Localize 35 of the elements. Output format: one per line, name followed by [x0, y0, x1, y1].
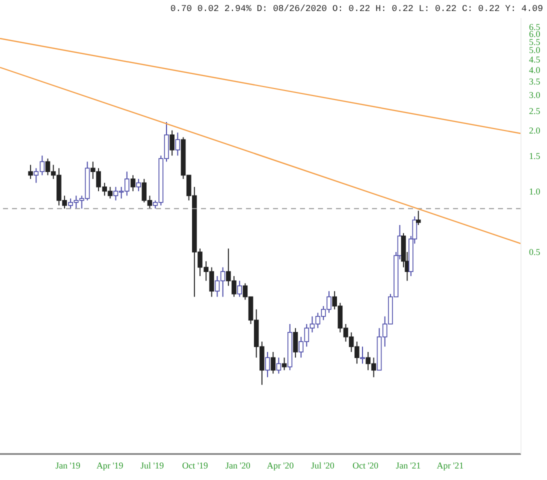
candlestick — [282, 357, 287, 371]
candlestick — [175, 132, 180, 156]
x-tick-label: Jan '21 — [396, 460, 421, 470]
y-tick-label: 3.5 — [529, 76, 541, 86]
y-tick-label: 3.0 — [529, 90, 541, 100]
chart-title: 0.70 0.02 2.94% D: 08/26/2020 O: 0.22 H: 0.22 L: 0.22 C: 0.22 Y: 4.09 — [170, 4, 543, 14]
x-tick-label: Jan '20 — [225, 460, 251, 470]
y-tick-label: 5.0 — [529, 45, 541, 56]
candlestick — [170, 130, 174, 156]
x-tick-label: Jul '19 — [140, 460, 164, 470]
x-tick-label: Apr '19 — [96, 460, 124, 470]
y-tick-label: 2.0 — [529, 126, 541, 136]
candlestick — [416, 210, 421, 226]
candlestick — [360, 346, 365, 364]
candlestick — [237, 280, 242, 298]
x-tick-label: Apr '21 — [436, 460, 464, 470]
x-tick-label: Jan '19 — [56, 460, 81, 470]
candlestick — [270, 351, 276, 374]
y-tick-label: 4.0 — [529, 64, 541, 75]
y-tick-label: 2.5 — [529, 106, 541, 116]
x-tick-label: Oct '20 — [352, 460, 379, 470]
y-tick-label: 5.5 — [529, 36, 541, 47]
y-tick-label: 1.0 — [529, 186, 541, 196]
x-tick-label: Apr '20 — [266, 460, 294, 470]
candlestick — [276, 357, 282, 374]
candlestick — [28, 164, 33, 180]
x-tick-label: Oct '19 — [182, 460, 209, 470]
candlestick — [130, 174, 136, 192]
y-tick-label: 0.5 — [529, 247, 541, 258]
candlestick — [293, 328, 298, 358]
y-tick-label: 4.5 — [529, 54, 541, 64]
candlestick — [136, 178, 141, 192]
x-tick-label: Jul '20 — [310, 460, 335, 470]
y-tick-label: 1.5 — [529, 150, 541, 161]
candlestick — [265, 351, 270, 378]
